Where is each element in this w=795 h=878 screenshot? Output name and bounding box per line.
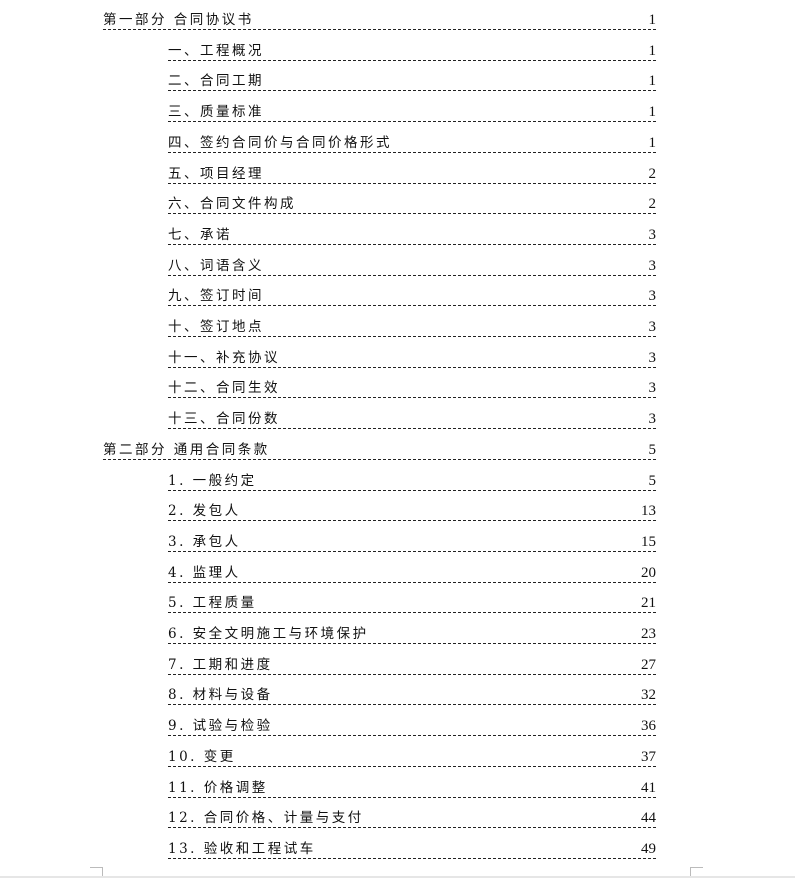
toc-entry-title: 第二部分 通用合同条款 — [103, 441, 270, 458]
toc-entry-title: 一、工程概况 — [168, 42, 264, 59]
toc-entry-page: 36 — [641, 718, 656, 735]
toc-entry-page: 32 — [641, 687, 656, 704]
toc-part-entry[interactable]: 第二部分 通用合同条款 5 — [103, 439, 656, 460]
toc-entry[interactable]: 九、签订时间 3 — [168, 285, 657, 307]
toc-entry-title: 12. 合同价格、计量与支付 — [168, 810, 364, 827]
toc-entry[interactable]: 七、承诺 3 — [168, 224, 656, 245]
toc-entry-page: 41 — [641, 779, 656, 796]
toc-entry-page: 2 — [648, 165, 657, 182]
toc-entry-title: 13. 验收和工程试车 — [168, 840, 316, 857]
page-corner-mark-right — [690, 867, 703, 876]
page-corner-mark-left — [90, 867, 103, 876]
toc-entry-title: 11. 价格调整 — [168, 779, 268, 796]
toc-entry[interactable]: 13. 验收和工程试车 49 — [168, 838, 656, 859]
toc-entry-page: 3 — [648, 349, 657, 366]
toc-entry-page: 13 — [641, 503, 656, 520]
toc-entry-title: 5. 工程质量 — [168, 595, 257, 612]
toc-entry[interactable]: 二、合同工期 1 — [168, 70, 657, 92]
toc-entry-page: 49 — [641, 840, 656, 857]
toc-entry-title: 十一、补充协议 — [168, 349, 280, 366]
toc-entry[interactable]: 十三、合同份数 3 — [168, 408, 657, 430]
toc-entry[interactable]: 5. 工程质量 21 — [168, 592, 656, 614]
toc-entry-title: 十二、合同生效 — [168, 380, 280, 397]
toc-entry[interactable]: 10. 变更 37 — [168, 746, 656, 767]
toc-entry-title: 八、词语含义 — [168, 257, 264, 274]
toc-entry[interactable]: 六、合同文件构成 2 — [168, 193, 657, 215]
toc-entry[interactable]: 三、质量标准 1 — [168, 101, 657, 123]
toc-entry-title: 十、签订地点 — [168, 319, 264, 335]
toc-entry-page: 44 — [641, 810, 656, 827]
toc-entry-page: 20 — [641, 564, 656, 581]
toc-entry-page: 3 — [648, 257, 657, 274]
toc-entry-title: 五、项目经理 — [168, 165, 264, 182]
toc-entry[interactable]: 五、项目经理 2 — [168, 163, 656, 184]
toc-entry[interactable]: 4. 监理人 20 — [168, 562, 656, 583]
toc-entry-page: 23 — [641, 626, 656, 642]
toc-entry[interactable]: 八、词语含义 3 — [168, 255, 656, 276]
toc-entry-page: 3 — [648, 319, 657, 335]
toc-entry-page: 3 — [648, 288, 657, 305]
toc-entry-title: 9. 试验与检验 — [168, 718, 273, 735]
toc-entry-page: 1 — [648, 12, 657, 28]
toc-entry[interactable]: 一、工程概况 1 — [168, 40, 656, 61]
toc-entry-page: 37 — [641, 748, 656, 765]
toc-entry[interactable]: 十一、补充协议 3 — [168, 347, 656, 368]
toc-entry[interactable]: 3. 承包人 15 — [168, 531, 656, 552]
toc-entry[interactable]: 9. 试验与检验 36 — [168, 715, 656, 737]
toc-entry[interactable]: 12. 合同价格、计量与支付 44 — [168, 807, 656, 829]
toc-entry[interactable]: 2. 发包人 13 — [168, 500, 656, 522]
toc-entry-page: 1 — [648, 42, 657, 59]
toc-entry-page: 1 — [648, 73, 657, 90]
toc-entry-title: 10. 变更 — [168, 748, 236, 765]
page-bottom-edge — [0, 876, 795, 878]
toc-part-entry[interactable]: 第一部分 合同协议书 1 — [103, 9, 656, 30]
toc-entry-page: 3 — [648, 226, 657, 243]
toc-entry[interactable]: 6. 安全文明施工与环境保护 23 — [168, 623, 656, 644]
toc-entry-page: 21 — [641, 595, 656, 612]
toc-entry-title: 二、合同工期 — [168, 73, 264, 90]
toc-entry-title: 7. 工期和进度 — [168, 656, 273, 673]
toc-entry-title: 3. 承包人 — [168, 533, 241, 550]
toc-entry-page: 5 — [648, 441, 657, 458]
toc-entry-page: 1 — [648, 134, 657, 151]
toc-entry-title: 七、承诺 — [168, 226, 232, 243]
toc-entry-title: 2. 发包人 — [168, 503, 241, 520]
toc-entry-page: 27 — [641, 656, 656, 673]
toc-entry-title: 九、签订时间 — [168, 288, 264, 305]
toc-entry[interactable]: 1. 一般约定 5 — [168, 470, 656, 491]
toc-entry-title: 四、签约合同价与合同价格形式 — [168, 134, 392, 151]
toc-entry-title: 六、合同文件构成 — [168, 196, 296, 213]
toc-entry-page: 2 — [648, 196, 657, 213]
toc-entry[interactable]: 十、签订地点 3 — [168, 316, 656, 337]
toc-entry-title: 1. 一般约定 — [168, 472, 257, 489]
toc-entry-title: 三、质量标准 — [168, 104, 264, 121]
toc-entry-page: 15 — [641, 533, 656, 550]
toc-entry[interactable]: 四、签约合同价与合同价格形式 1 — [168, 132, 656, 153]
toc-entry[interactable]: 11. 价格调整 41 — [168, 777, 656, 798]
toc-entry-page: 3 — [648, 411, 657, 428]
toc-entry-title: 8. 材料与设备 — [168, 687, 273, 704]
toc-entry-page: 5 — [648, 472, 657, 489]
toc-entry-title: 6. 安全文明施工与环境保护 — [168, 626, 369, 642]
toc-entry-title: 十三、合同份数 — [168, 411, 280, 428]
toc-entry-page: 3 — [648, 380, 657, 397]
toc-entry[interactable]: 7. 工期和进度 27 — [168, 654, 656, 675]
toc-entry[interactable]: 8. 材料与设备 32 — [168, 684, 656, 706]
toc-entry-page: 1 — [648, 104, 657, 121]
toc-entry-title: 4. 监理人 — [168, 564, 241, 581]
toc-entry-title: 第一部分 合同协议书 — [103, 12, 254, 28]
toc-entry[interactable]: 十二、合同生效 3 — [168, 377, 657, 399]
